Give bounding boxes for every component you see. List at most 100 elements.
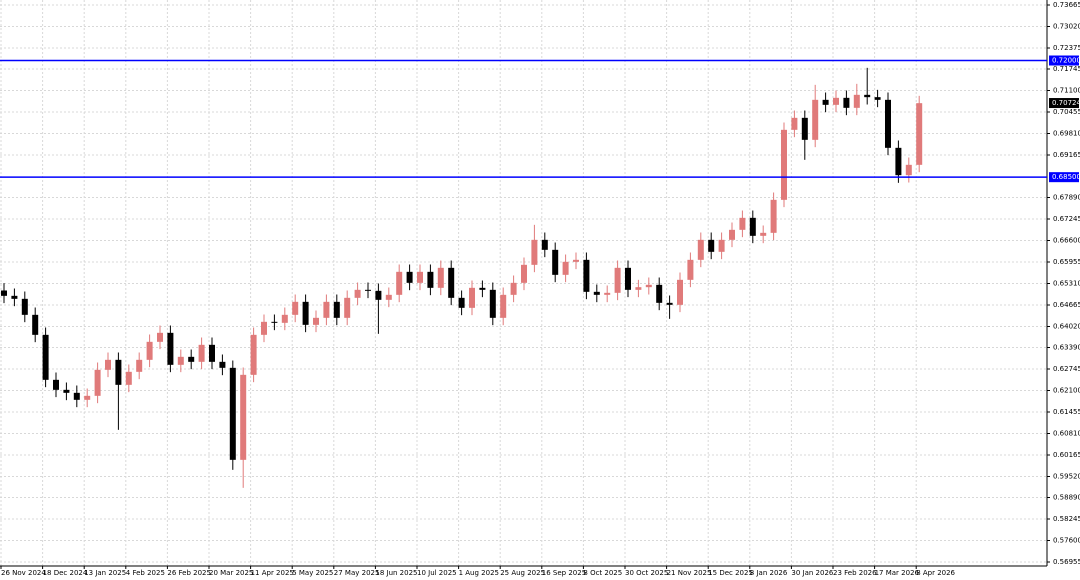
x-tick-label: 15 Dec 2025: [708, 569, 753, 577]
x-tick-label: 16 Sep 2025: [542, 569, 586, 577]
candle-body: [458, 297, 465, 308]
candle-body: [656, 284, 663, 303]
x-tick-label: 10 Jul 2025: [417, 569, 457, 577]
candle-body: [749, 217, 756, 236]
candle-body: [739, 217, 746, 230]
candle-body: [500, 294, 507, 318]
y-tick-label: 0.71745: [1053, 65, 1080, 73]
candle-body: [510, 282, 517, 295]
y-tick-label: 0.67890: [1053, 194, 1080, 202]
x-tick-label: 18 Dec 2024: [43, 569, 88, 577]
candle-body: [489, 289, 496, 318]
candle-body: [115, 359, 122, 385]
candle-body: [916, 103, 923, 165]
x-tick-label: 8 Apr 2026: [916, 569, 955, 577]
candle-body: [469, 287, 475, 308]
level-label: 0.72000: [1052, 57, 1080, 65]
candle-body: [770, 199, 777, 233]
level-label-box: [1049, 55, 1079, 66]
candle-body: [812, 99, 819, 140]
candle-body: [167, 332, 174, 365]
x-tick-label: 17 Mar 2026: [875, 569, 920, 577]
x-tick-label: 8 Oct 2025: [583, 569, 622, 577]
level-label-box: [1049, 172, 1079, 183]
x-tick-label: 18 Jun 2025: [375, 569, 417, 577]
candle-body: [292, 301, 299, 315]
candle-body: [573, 259, 579, 262]
candle-body: [1, 290, 7, 296]
candle-body: [833, 97, 839, 105]
candle-body: [406, 271, 413, 283]
x-tick-label: 26 Nov 2024: [1, 569, 46, 577]
candle-body: [302, 301, 309, 325]
candle-body: [843, 97, 850, 108]
candle-body: [687, 259, 694, 280]
x-tick-label: 23 Feb 2026: [833, 569, 877, 577]
x-tick-label: 4 Feb 2025: [126, 569, 165, 577]
y-tick-label: 0.67245: [1053, 215, 1080, 223]
candle-body: [874, 97, 881, 100]
candle-body: [427, 271, 434, 288]
candle-body: [21, 298, 28, 315]
candle-body: [853, 94, 860, 108]
candle-body: [791, 117, 798, 130]
candle-body: [125, 371, 132, 385]
candle-body: [677, 279, 683, 305]
candle-body: [73, 392, 80, 400]
candle-body: [53, 379, 59, 390]
candle-body: [271, 321, 278, 323]
candle-body: [11, 295, 18, 299]
level-label: 0.68500: [1052, 173, 1080, 181]
y-tick-label: 0.60810: [1053, 430, 1080, 438]
candle-body: [604, 292, 611, 295]
candle-body: [864, 94, 871, 98]
candle-body: [198, 344, 205, 362]
candle-body: [396, 271, 403, 295]
candle-body: [781, 129, 787, 200]
x-tick-label: 30 Oct 2025: [625, 569, 668, 577]
y-tick-label: 0.58245: [1053, 515, 1080, 523]
candle-body: [417, 271, 423, 283]
y-tick-label: 0.64020: [1053, 323, 1080, 331]
y-tick-label: 0.63390: [1053, 344, 1080, 352]
y-tick-label: 0.73665: [1053, 1, 1080, 9]
candle-body: [84, 395, 91, 400]
x-tick-label: 27 May 2025: [334, 569, 380, 577]
x-tick-label: 13 Jan 2025: [84, 569, 126, 577]
candle-body: [708, 239, 715, 252]
candle-body: [822, 99, 829, 105]
y-tick-label: 0.57600: [1053, 537, 1080, 545]
y-tick-label: 0.65310: [1053, 280, 1080, 288]
candle-body: [250, 334, 257, 375]
candle-body: [261, 321, 267, 335]
x-tick-label: 30 Jan 2026: [791, 569, 834, 577]
candle-body: [718, 239, 725, 252]
candle-body: [697, 239, 704, 260]
candle-body: [801, 117, 808, 140]
candle-body: [323, 301, 330, 318]
y-tick-label: 0.64665: [1053, 301, 1080, 309]
candle-body: [146, 341, 153, 360]
candle-body: [905, 164, 912, 176]
candle-body: [448, 267, 455, 298]
y-tick-label: 0.56955: [1053, 558, 1080, 566]
candle-body: [375, 290, 382, 300]
candle-body: [365, 289, 371, 291]
candle-body: [729, 229, 735, 240]
y-tick-label: 0.58890: [1053, 494, 1080, 502]
candle-body: [385, 294, 392, 300]
x-tick-label: 5 May 2025: [292, 569, 333, 577]
candle-body: [209, 344, 215, 362]
y-tick-label: 0.73020: [1053, 23, 1080, 31]
y-tick-label: 0.59520: [1053, 473, 1080, 481]
x-tick-label: 8 Jan 2026: [750, 569, 788, 577]
y-tick-label: 0.69810: [1053, 130, 1080, 138]
candle-body: [895, 147, 902, 176]
candle-body: [188, 356, 195, 362]
candle-body: [94, 369, 101, 396]
candle-body: [521, 264, 527, 283]
candle-body: [760, 232, 767, 236]
x-tick-label: 25 Aug 2025: [500, 569, 545, 577]
